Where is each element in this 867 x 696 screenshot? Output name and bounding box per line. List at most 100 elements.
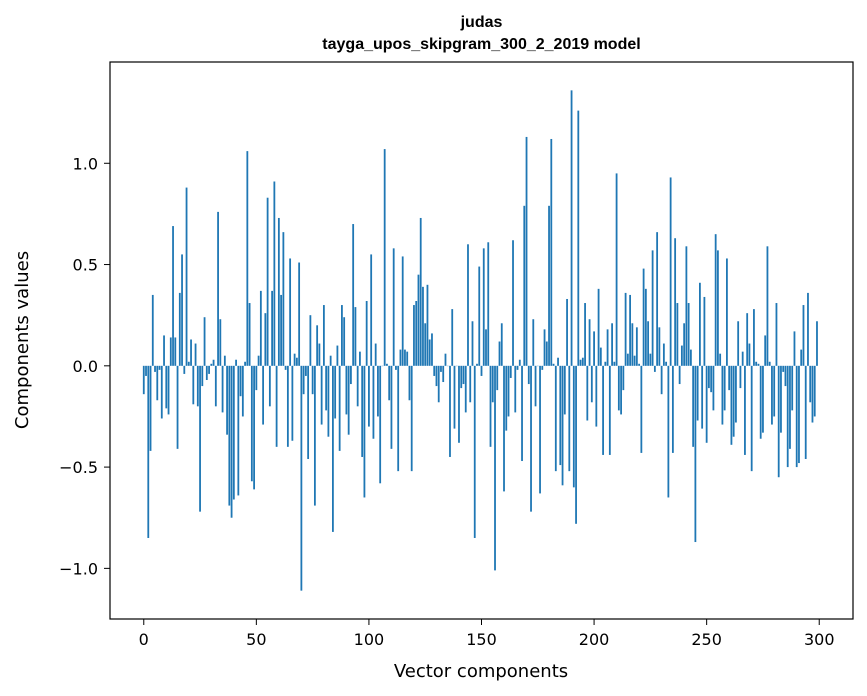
bar	[714, 234, 717, 366]
bar	[739, 365, 742, 389]
bar	[491, 365, 494, 403]
chart-title: judas	[460, 14, 503, 31]
bar	[572, 365, 575, 488]
bar	[786, 365, 789, 468]
bar	[543, 329, 546, 366]
bar	[232, 365, 235, 500]
bar	[325, 365, 328, 411]
x-tick-label: 200	[579, 630, 610, 649]
bar	[521, 365, 523, 462]
bar	[419, 217, 422, 366]
bar	[671, 365, 674, 453]
bar	[773, 365, 776, 417]
bar	[244, 361, 246, 366]
bar	[460, 365, 463, 389]
bar	[433, 365, 436, 376]
bar	[219, 319, 222, 366]
bar	[581, 357, 584, 366]
bar	[435, 365, 438, 387]
bar	[485, 329, 487, 366]
bar	[417, 274, 420, 366]
bar	[196, 365, 199, 407]
bar	[327, 365, 330, 437]
bar	[656, 232, 659, 366]
bar	[757, 363, 760, 366]
bar	[579, 359, 582, 366]
x-tick-label: 250	[691, 630, 722, 649]
bar	[768, 361, 771, 366]
bar	[635, 327, 638, 366]
bar	[595, 365, 598, 427]
x-tick-label: 150	[466, 630, 497, 649]
bar	[642, 268, 645, 366]
bar	[415, 301, 418, 366]
bar	[253, 365, 255, 490]
bar	[264, 313, 267, 366]
bar	[442, 365, 445, 383]
bar	[548, 205, 550, 366]
bar	[413, 305, 415, 366]
bar	[676, 303, 679, 366]
bar	[248, 303, 251, 366]
bar	[554, 365, 557, 472]
bar	[696, 365, 699, 421]
bar	[680, 345, 683, 366]
bar	[789, 365, 791, 449]
bar	[183, 365, 186, 374]
bar	[300, 365, 303, 591]
bar	[777, 365, 780, 478]
bar	[230, 365, 233, 518]
bar	[615, 173, 618, 366]
bar	[228, 365, 231, 506]
bar	[397, 365, 400, 472]
bar	[399, 349, 402, 366]
bar	[644, 288, 647, 366]
bar	[271, 290, 274, 366]
bar	[532, 319, 535, 366]
bar	[527, 365, 530, 385]
bar	[379, 365, 382, 484]
bar	[782, 365, 785, 372]
bar	[617, 365, 620, 411]
bar	[390, 365, 393, 449]
bar	[489, 365, 492, 447]
x-axis-label: Vector components	[394, 661, 568, 682]
bar	[557, 357, 559, 366]
bar	[338, 365, 341, 451]
bar	[809, 365, 812, 403]
bar	[723, 365, 726, 411]
bar	[350, 365, 352, 385]
bar-series	[142, 90, 818, 591]
bar	[721, 365, 724, 425]
bar	[277, 217, 280, 366]
bar	[804, 365, 807, 459]
bar	[586, 365, 589, 421]
bar	[509, 365, 512, 378]
bar	[750, 365, 753, 472]
bar	[669, 177, 672, 366]
bar	[588, 319, 591, 366]
bar	[313, 365, 316, 506]
bar	[478, 266, 481, 366]
bar	[608, 365, 611, 455]
bar	[365, 301, 368, 366]
bar	[746, 313, 749, 366]
bar	[539, 365, 541, 494]
bar	[480, 365, 483, 376]
bar	[185, 187, 188, 366]
bar	[559, 365, 562, 466]
bar	[205, 365, 208, 380]
bar	[503, 365, 505, 492]
bar	[154, 365, 156, 372]
bar	[237, 365, 240, 496]
bar	[795, 365, 798, 468]
y-tick-label: −0.5	[59, 458, 98, 477]
bar	[494, 365, 496, 571]
bar	[649, 353, 652, 366]
bar	[541, 365, 544, 370]
bar	[208, 365, 210, 374]
bar	[674, 238, 677, 366]
bar	[426, 284, 429, 366]
bar	[464, 365, 467, 413]
